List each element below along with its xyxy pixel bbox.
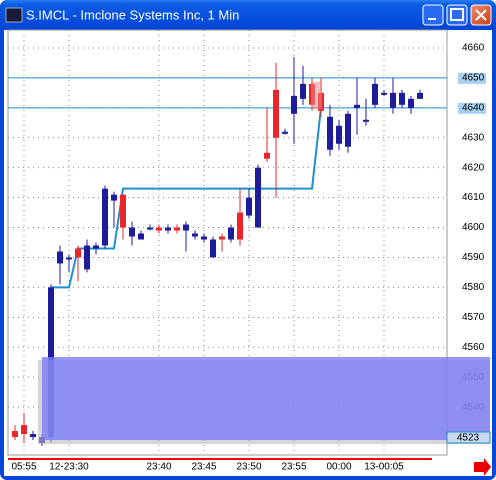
x-tick-label: 05:55 — [11, 462, 36, 473]
x-tick-label: 12-23:30 — [49, 462, 89, 473]
y-tick-label: 4660 — [462, 43, 485, 54]
candle-body — [129, 227, 135, 237]
title-bar — [0, 0, 496, 30]
x-tick-label: 23:55 — [281, 462, 306, 473]
candle-body — [381, 92, 387, 95]
tick-highlight — [458, 72, 486, 84]
candle-body — [120, 194, 126, 228]
candle-body — [57, 251, 63, 264]
candle-body — [75, 248, 81, 258]
plot-frame — [7, 29, 448, 456]
x-tick-label: 00:00 — [326, 462, 351, 473]
candle-body — [354, 104, 360, 108]
candle-body — [138, 233, 144, 240]
scroll-arrow[interactable] — [474, 458, 491, 476]
x-tick-label: 23:45 — [191, 462, 216, 473]
y-tick-label: 4650 — [462, 73, 485, 84]
candle-body — [219, 236, 225, 240]
y-tick-label: 4560 — [462, 342, 485, 353]
window-title: S.IMCL - Imclone Systems Inc, 1 Min — [26, 7, 239, 22]
candle-body — [111, 194, 117, 201]
y-tick-label: 4630 — [462, 132, 485, 143]
maximize-button[interactable] — [446, 4, 468, 26]
y-tick-label: 4620 — [462, 162, 485, 173]
candle-body — [291, 95, 297, 114]
candle-body — [273, 89, 279, 138]
candle-body — [237, 212, 243, 240]
y-tick-label: 4590 — [462, 252, 485, 263]
candle-body — [282, 131, 288, 134]
candle-body — [30, 434, 36, 438]
candle-body — [408, 98, 414, 108]
candle-body — [66, 257, 72, 260]
y-tick-label: 4640 — [462, 102, 485, 113]
overlay-panel — [42, 357, 490, 440]
candle-body — [264, 152, 270, 159]
minimize-button[interactable] — [422, 4, 444, 26]
candle-body — [417, 92, 423, 99]
price-marker: 4523 — [457, 433, 480, 444]
x-tick-label: 13-00:05 — [364, 462, 404, 473]
candle-body — [12, 431, 18, 438]
tick-highlight — [458, 102, 486, 114]
candle-body — [201, 236, 207, 240]
y-tick-label: 4600 — [462, 222, 485, 233]
close-button[interactable] — [470, 4, 492, 26]
candle-body — [21, 425, 27, 435]
candle-body — [183, 224, 189, 231]
candle-body — [255, 167, 261, 228]
candle-body — [165, 227, 171, 231]
candle-body — [84, 245, 90, 270]
y-tick-label: 4570 — [462, 312, 485, 323]
x-tick-label: 23:50 — [236, 462, 261, 473]
candle-body — [93, 245, 99, 249]
candle-body — [345, 113, 351, 147]
candle-body — [363, 119, 369, 122]
y-tick-label: 4580 — [462, 282, 485, 293]
x-tick-label: 23:40 — [146, 462, 171, 473]
candle-body — [336, 125, 342, 144]
bar-highlight — [311, 82, 322, 109]
candle-body — [246, 197, 252, 216]
y-tick-label: 4610 — [462, 192, 485, 203]
candle-body — [210, 239, 216, 258]
candle-body — [327, 116, 333, 150]
candle-body — [147, 227, 153, 230]
app-icon — [5, 7, 23, 23]
candle-body — [372, 83, 378, 105]
price-marker-box — [446, 431, 491, 444]
candle-body — [192, 233, 198, 237]
candle-body — [390, 92, 396, 108]
candle-body — [102, 188, 108, 246]
plot: 4540455045604570458045904600461046204630… — [8, 30, 486, 473]
candle-body — [300, 83, 306, 99]
candle-body — [174, 227, 180, 231]
candle-body — [156, 227, 162, 231]
candle-body — [399, 92, 405, 105]
candle-body — [228, 227, 234, 240]
